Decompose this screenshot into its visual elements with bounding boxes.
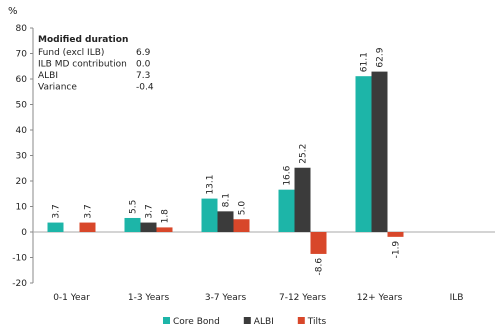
- bar: [140, 222, 157, 232]
- data-label: 13.1: [206, 175, 216, 195]
- bar: [310, 232, 327, 254]
- y-tick-label: -20: [12, 279, 27, 289]
- y-tick-label: 40: [16, 126, 28, 136]
- bar: [233, 219, 250, 232]
- x-tick-label: 12+ Years: [357, 293, 403, 303]
- legend-label: Core Bond: [173, 317, 220, 327]
- y-tick-label: 60: [16, 75, 28, 85]
- data-label: 3.7: [145, 204, 155, 218]
- y-tick-label: 0: [21, 228, 27, 238]
- bar: [47, 222, 64, 232]
- bar: [79, 222, 96, 232]
- data-label: 62.9: [376, 47, 386, 67]
- data-label: 1.8: [161, 209, 171, 224]
- bar: [355, 76, 372, 232]
- annotation-label: Variance: [38, 83, 77, 93]
- x-tick-label: 7-12 Years: [279, 293, 326, 303]
- y-tick-label: 10: [16, 203, 28, 213]
- legend-label: Tilts: [307, 317, 327, 327]
- bar: [201, 198, 218, 232]
- bar: [387, 232, 404, 237]
- data-label: 3.7: [52, 204, 62, 218]
- annotation-title: Modified duration: [38, 35, 128, 45]
- data-label: 25.2: [299, 144, 309, 164]
- bar: [278, 189, 295, 232]
- data-label: 8.1: [222, 193, 232, 207]
- annotation-value: 0.0: [136, 60, 151, 70]
- legend-swatch: [297, 317, 305, 324]
- y-tick-label: 50: [16, 101, 28, 111]
- data-label: 5.0: [238, 201, 248, 216]
- annotation-value: -0.4: [136, 83, 154, 93]
- bar: [371, 71, 388, 232]
- bar: [124, 217, 141, 232]
- annotation-value: 6.9: [136, 48, 151, 58]
- bar: [294, 167, 311, 232]
- data-label: 3.7: [84, 204, 94, 218]
- legend-swatch: [163, 317, 170, 324]
- x-tick-label: ILB: [450, 293, 464, 303]
- annotation-value: 7.3: [136, 71, 150, 81]
- data-label: 61.1: [360, 52, 370, 72]
- bar: [217, 211, 234, 232]
- legend-swatch: [243, 317, 251, 324]
- y-tick-label: 80: [16, 24, 28, 34]
- x-tick-label: 3-7 Years: [205, 293, 247, 303]
- legend-label: ALBI: [254, 317, 274, 327]
- y-tick-label: -10: [12, 254, 27, 264]
- data-label: -8.6: [315, 258, 325, 276]
- annotation-label: ALBI: [38, 71, 58, 81]
- y-tick-label: 70: [16, 50, 28, 60]
- annotation-label: ILB MD contribution: [38, 60, 127, 70]
- data-label: -1.9: [392, 241, 402, 259]
- y-tick-label: 30: [16, 152, 28, 162]
- bar: [156, 227, 173, 232]
- y-tick-label: 20: [16, 177, 28, 187]
- data-label: 5.5: [129, 200, 139, 214]
- data-label: 16.6: [283, 165, 293, 185]
- annotation-label: Fund (excl ILB): [38, 48, 104, 58]
- x-tick-label: 1-3 Years: [128, 293, 170, 303]
- x-tick-label: 0-1 Year: [53, 293, 90, 303]
- y-axis-label: %: [8, 6, 18, 17]
